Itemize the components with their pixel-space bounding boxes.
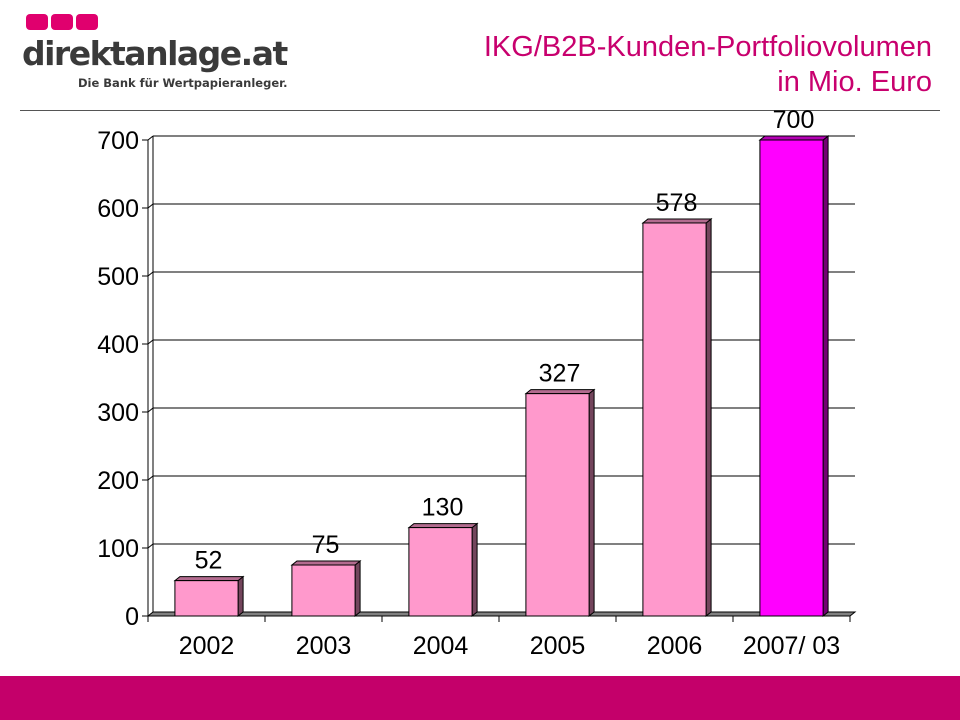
bar-side [822, 134, 829, 618]
bar-side [588, 388, 595, 618]
bar-top [641, 218, 713, 224]
gridline-connector [147, 203, 154, 209]
title-line-2: in Mio. Euro [777, 66, 932, 98]
x-tick-label: 2005 [530, 632, 586, 660]
gridline-connector [147, 407, 154, 413]
y-tick-label: 600 [97, 195, 139, 223]
bar [525, 393, 590, 617]
bar-top [524, 389, 596, 395]
logo-name: direktanlage.at [22, 34, 288, 73]
bar-top [290, 560, 362, 566]
bar-top [758, 135, 830, 141]
y-tick-label: 500 [97, 263, 139, 291]
y-tick-label: 200 [97, 467, 139, 495]
data-label: 52 [195, 547, 223, 575]
y-tick-label: 400 [97, 331, 139, 359]
x-tick-label: 2007/ 03 [743, 632, 840, 660]
logo-squares [26, 14, 101, 35]
header-divider [20, 110, 940, 111]
page-title: IKG/B2B-Kunden-Portfoliovolumen in Mio. … [484, 30, 932, 100]
data-label: 700 [773, 106, 815, 134]
data-label: 327 [539, 360, 581, 388]
logo-square [51, 14, 73, 30]
x-tick-label: 2006 [647, 632, 703, 660]
logo-tagline: Die Bank für Wertpapieranleger. [78, 76, 288, 90]
bar-side [705, 217, 712, 618]
gridline-connector [147, 339, 154, 345]
bar-side [471, 522, 478, 618]
data-label: 75 [312, 531, 340, 559]
x-tick-label: 2004 [413, 632, 469, 660]
logo-square [76, 14, 98, 30]
y-tick-label: 700 [97, 127, 139, 155]
data-label: 578 [656, 189, 698, 217]
gridline-connector [147, 271, 154, 277]
bar [174, 580, 239, 617]
gridline-connector [147, 135, 154, 141]
bar-top [407, 523, 479, 529]
title-line-1: IKG/B2B-Kunden-Portfoliovolumen [483, 31, 932, 63]
logo: direktanlage.at Die Bank für Wertpapiera… [22, 12, 288, 92]
logo-square [26, 14, 48, 30]
plot-floor [146, 611, 857, 617]
bar [291, 564, 356, 617]
gridline-connector [147, 475, 154, 481]
y-tick-label: 100 [97, 535, 139, 563]
x-tick-label: 2003 [296, 632, 352, 660]
bar-side [237, 575, 244, 618]
bar-top [173, 576, 245, 582]
y-tick-label: 300 [97, 399, 139, 427]
bar [759, 139, 824, 617]
data-label: 130 [422, 494, 464, 522]
y-tick-label: 0 [125, 603, 139, 631]
bar-chart: 0 100 200 300 400 500 600 700 52 2002 75 2003 130 200… [97, 106, 857, 660]
x-tick-label: 2002 [179, 632, 235, 660]
bar [642, 222, 707, 617]
bar-side [354, 559, 361, 618]
footer-bar [0, 676, 960, 720]
gridline-connector [147, 543, 154, 549]
bar [408, 527, 473, 617]
